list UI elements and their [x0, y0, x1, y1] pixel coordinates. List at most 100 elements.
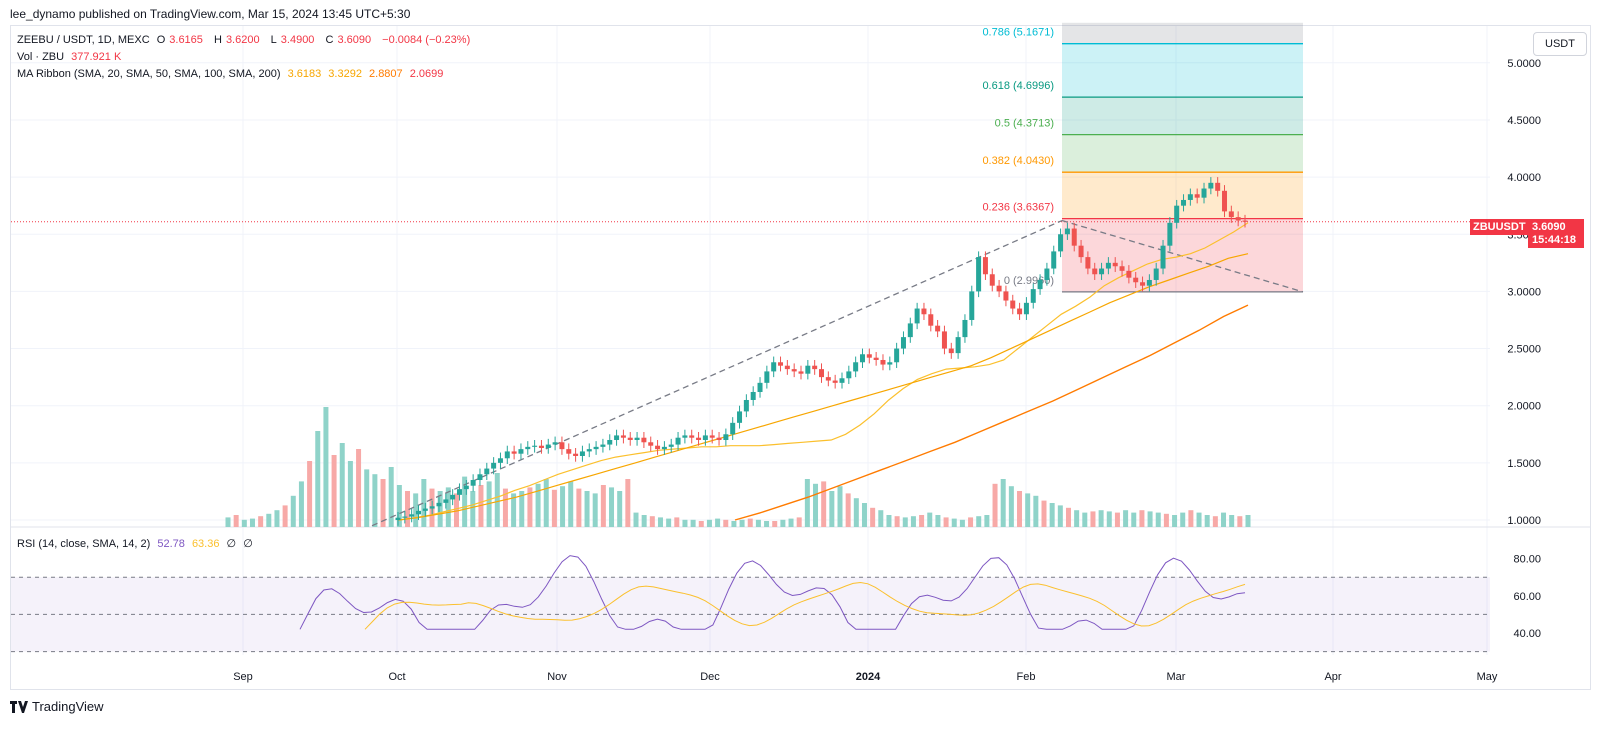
grid — [11, 26, 1590, 655]
ma100-value: 2.8807 — [369, 68, 403, 80]
candle-body — [497, 458, 503, 463]
candle-body — [675, 437, 681, 445]
currency-button[interactable]: USDT — [1533, 32, 1587, 56]
time-tick-label: Feb — [1017, 671, 1036, 683]
candle-body — [832, 380, 838, 383]
tradingview-logo-text: TradingView — [32, 699, 104, 714]
candle-body — [436, 502, 442, 507]
candle-body — [1187, 194, 1193, 200]
volume-bar — [1033, 495, 1039, 527]
candle-body — [1010, 300, 1016, 309]
volume-bar — [764, 521, 770, 527]
candle-body — [634, 437, 640, 440]
candle-body — [1201, 188, 1207, 198]
volume-bar — [274, 510, 280, 527]
candle-body — [518, 449, 524, 454]
ma-label[interactable]: MA Ribbon (SMA, 20, SMA, 50, SMA, 100, S… — [17, 68, 281, 80]
fib-band — [1062, 97, 1303, 135]
tradingview-logo[interactable]: TradingView — [10, 699, 104, 714]
volume-bar — [1172, 515, 1178, 527]
volume-bar — [1106, 511, 1112, 527]
volume-bar — [298, 481, 304, 527]
candle-body — [996, 285, 1002, 292]
price-tick-label: 2.5000 — [1507, 344, 1541, 356]
volume-bar — [617, 491, 623, 527]
volume-bar — [968, 517, 974, 527]
volume-bar — [943, 517, 949, 527]
time-tick-label: 2024 — [856, 671, 881, 683]
price-tick-label: 3.0000 — [1507, 286, 1541, 298]
volume-bar — [796, 517, 802, 527]
volume-bar — [649, 516, 655, 527]
volume-bar — [935, 515, 941, 527]
candle-body — [1140, 282, 1146, 286]
symbol-name[interactable]: ZEEBU / USDT, 1D, MEXC — [17, 34, 150, 46]
time-tick-label: May — [1477, 671, 1498, 683]
volume-bar — [870, 507, 876, 527]
ma50-value: 3.3292 — [328, 68, 362, 80]
volume-bar — [388, 467, 394, 527]
candle-body — [962, 319, 968, 338]
volume-bar — [861, 503, 867, 527]
candle-body — [907, 323, 913, 338]
rsi-legend[interactable]: RSI (14, close, SMA, 14, 2) 52.78 63.36 … — [17, 537, 257, 550]
candle-body — [538, 445, 544, 448]
volume-bar — [1074, 510, 1080, 527]
candle-body — [559, 442, 565, 450]
rsi-pane — [11, 555, 1490, 653]
candle-body — [668, 444, 674, 447]
fib-level-label: 0.618 (4.6996) — [982, 80, 1054, 92]
time-tick-label: Dec — [700, 671, 720, 683]
change-value: −0.0084 (−0.23%) — [382, 34, 471, 46]
candle-body — [1126, 270, 1132, 278]
candle-body — [682, 435, 688, 438]
candle-body — [1017, 308, 1023, 315]
time-tick-label: Apr — [1324, 671, 1341, 683]
volume-bar — [657, 517, 663, 527]
volume-bar — [592, 493, 598, 527]
time-tick-label: Oct — [388, 671, 405, 683]
candle-body — [1058, 234, 1064, 252]
volume-bar — [1147, 511, 1153, 527]
rsi-label[interactable]: RSI (14, close, SMA, 14, 2) — [17, 538, 151, 550]
ma20-value: 3.6183 — [287, 68, 322, 80]
candle-body — [880, 359, 886, 365]
trend-line-upper — [371, 219, 1063, 527]
volume-bar — [396, 485, 402, 527]
volume-bar — [1188, 510, 1194, 527]
volume-bar — [1114, 512, 1120, 527]
volume-bar — [772, 521, 778, 527]
candle-body — [812, 365, 818, 370]
volume-bar — [339, 443, 345, 527]
volume-bar — [356, 449, 362, 527]
volume-bar — [1123, 510, 1129, 527]
candle-body — [921, 308, 927, 315]
candle-body — [1044, 268, 1050, 280]
volume-bar — [666, 518, 672, 527]
fib-band — [1062, 22, 1303, 44]
sma-50-line — [397, 253, 1249, 521]
rsi-extra-1: ∅ — [226, 538, 237, 550]
volume-label[interactable]: Vol · ZBU — [17, 51, 65, 63]
volume-bar — [462, 476, 468, 527]
volume-bar — [576, 488, 582, 527]
volume-bar — [984, 515, 990, 527]
candle-body — [948, 348, 954, 354]
volume-bar — [641, 515, 647, 527]
sma-20-line — [399, 222, 1249, 521]
volume-legend[interactable]: Vol · ZBU 377.921 K — [17, 51, 125, 63]
candle-body — [600, 444, 606, 447]
volume-bar — [1000, 479, 1006, 527]
candle-body — [894, 348, 900, 363]
candle-body — [614, 435, 620, 440]
volume-bar — [1163, 513, 1169, 527]
volume-bar — [1221, 512, 1227, 527]
ma-legend[interactable]: MA Ribbon (SMA, 20, SMA, 50, SMA, 100, S… — [17, 68, 447, 80]
symbol-legend[interactable]: ZEEBU / USDT, 1D, MEXC O 3.6165 H 3.6200 L… — [17, 34, 474, 46]
volume-bar — [535, 483, 541, 527]
volume-bar — [1212, 516, 1218, 527]
rsi-tick-label: 60.00 — [1513, 591, 1541, 603]
candle-body — [504, 451, 510, 459]
fibonacci-retracement[interactable]: 0 (2.9960)0.236 (3.6367)0.382 (4.0430)0.… — [11, 22, 1490, 293]
